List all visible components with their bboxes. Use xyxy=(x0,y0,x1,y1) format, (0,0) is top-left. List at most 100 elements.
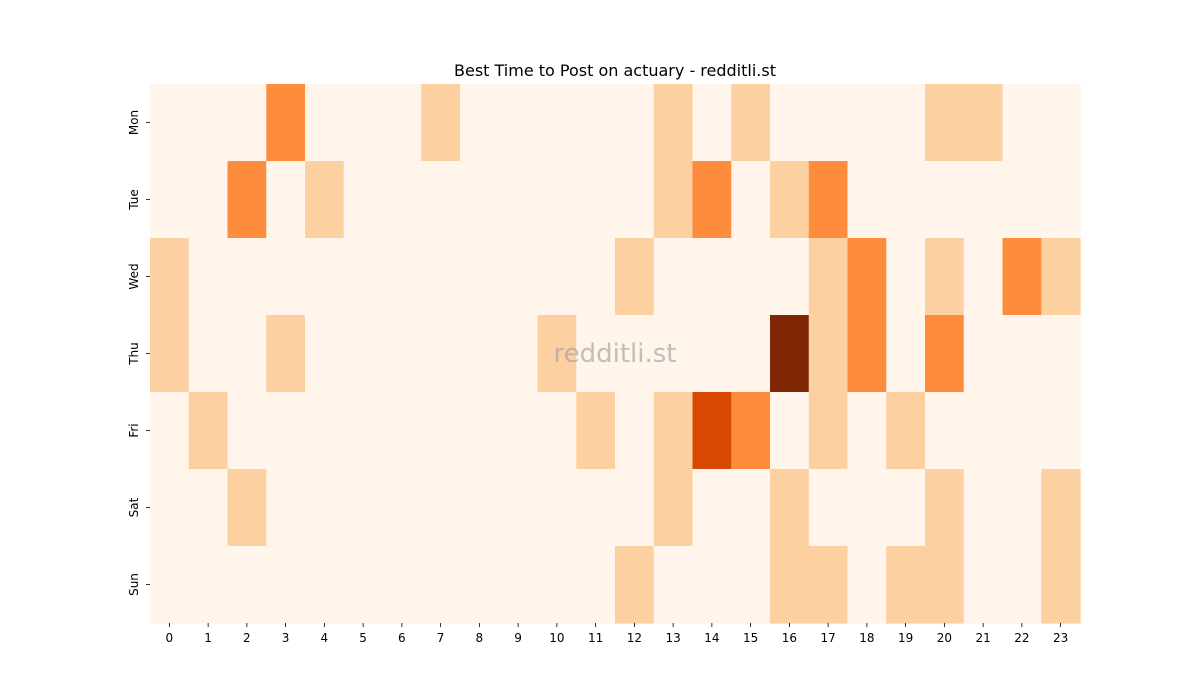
y-tick-label: Mon xyxy=(127,110,141,135)
heatmap-cell xyxy=(266,315,306,393)
heatmap-cell xyxy=(305,315,345,393)
heatmap-cell xyxy=(886,546,926,624)
heatmap-cell xyxy=(266,546,306,624)
heatmap-cell xyxy=(615,238,655,316)
x-tick-label: 15 xyxy=(743,631,758,645)
heatmap-cell xyxy=(576,315,616,393)
heatmap-cell xyxy=(460,392,500,470)
heatmap-cell xyxy=(266,392,306,470)
heatmap-cell xyxy=(1041,392,1081,470)
heatmap-cell xyxy=(460,315,500,393)
heatmap-cell xyxy=(731,546,771,624)
heatmap-cell xyxy=(382,546,422,624)
heatmap-cell xyxy=(460,469,500,547)
heatmap-cell xyxy=(770,546,810,624)
heatmap-cell xyxy=(808,84,849,162)
heatmap-cell xyxy=(498,84,539,162)
heatmap-cell xyxy=(808,392,849,470)
heatmap-cell xyxy=(576,546,616,624)
heatmap-cell xyxy=(382,238,422,316)
heatmap-cell xyxy=(343,546,384,624)
heatmap-cell xyxy=(731,392,771,470)
heatmap-cell xyxy=(963,546,1004,624)
heatmap-cell xyxy=(460,161,500,239)
heatmap-cell xyxy=(1002,392,1042,470)
heatmap-cell xyxy=(382,161,422,239)
heatmap-cell xyxy=(692,469,732,547)
x-tick-label: 16 xyxy=(782,631,797,645)
heatmap-cell xyxy=(382,469,422,547)
x-tick-label: 4 xyxy=(321,631,329,645)
heatmap-cell xyxy=(421,161,461,239)
heatmap-cell xyxy=(886,392,926,470)
heatmap-cell xyxy=(808,469,849,547)
y-tick-label: Fri xyxy=(127,423,141,437)
heatmap-cell xyxy=(886,469,926,547)
heatmap-cell xyxy=(537,161,577,239)
heatmap-cell xyxy=(227,238,267,316)
heatmap-cell xyxy=(576,238,616,316)
heatmap-cell xyxy=(150,315,190,393)
x-tick-label: 3 xyxy=(282,631,290,645)
heatmap-cell xyxy=(770,161,810,239)
heatmap-cell xyxy=(537,84,577,162)
heatmap-cell xyxy=(615,546,655,624)
heatmap-cell xyxy=(963,161,1004,239)
x-tick-label: 1 xyxy=(204,631,212,645)
heatmap-cell xyxy=(305,238,345,316)
heatmap-cell xyxy=(1041,238,1081,316)
heatmap-cell xyxy=(925,315,965,393)
chart-title: Best Time to Post on actuary - redditli.… xyxy=(454,61,776,80)
heatmap-cell xyxy=(1002,315,1042,393)
heatmap-cell xyxy=(925,469,965,547)
y-tick-label: Thu xyxy=(127,342,141,366)
heatmap-cell xyxy=(266,84,306,162)
x-tick-label: 5 xyxy=(359,631,367,645)
heatmap-cells xyxy=(150,84,1081,624)
heatmap-cell xyxy=(460,84,500,162)
x-tick-label: 9 xyxy=(514,631,522,645)
heatmap-cell xyxy=(963,238,1004,316)
heatmap-cell xyxy=(343,315,384,393)
heatmap-cell xyxy=(925,238,965,316)
heatmap-cell xyxy=(653,315,694,393)
heatmap-cell xyxy=(731,161,771,239)
x-tick-label: 0 xyxy=(166,631,174,645)
x-axis: 0 1 2 3 4 5 6 7 8 9 10 11 12 13 14 15 16 17 18 19 20 21 22 23 xyxy=(166,623,1068,645)
heatmap-cell xyxy=(188,161,229,239)
heatmap-cell xyxy=(808,546,849,624)
heatmap-cell xyxy=(847,392,887,470)
heatmap-cell xyxy=(343,392,384,470)
heatmap-cell xyxy=(498,315,539,393)
heatmap-cell xyxy=(808,315,849,393)
heatmap-cell xyxy=(537,469,577,547)
x-tick-label: 21 xyxy=(975,631,990,645)
heatmap-cell xyxy=(847,161,887,239)
heatmap-cell xyxy=(343,84,384,162)
heatmap-cell xyxy=(1002,84,1042,162)
heatmap-cell xyxy=(150,392,190,470)
heatmap-cell xyxy=(770,238,810,316)
heatmap-cell xyxy=(615,84,655,162)
heatmap-cell xyxy=(227,315,267,393)
heatmap-cell xyxy=(460,238,500,316)
heatmap-cell xyxy=(963,315,1004,393)
heatmap-cell xyxy=(731,469,771,547)
x-tick-label: 11 xyxy=(588,631,603,645)
heatmap-cell xyxy=(150,84,190,162)
heatmap-cell xyxy=(770,392,810,470)
heatmap-cell xyxy=(421,84,461,162)
heatmap-cell xyxy=(227,84,267,162)
heatmap-cell xyxy=(188,84,229,162)
heatmap-cell xyxy=(305,392,345,470)
heatmap-cell xyxy=(188,546,229,624)
heatmap-cell xyxy=(653,84,694,162)
heatmap-cell xyxy=(188,238,229,316)
heatmap-cell xyxy=(615,392,655,470)
heatmap-cell xyxy=(537,315,577,393)
heatmap-cell xyxy=(576,84,616,162)
heatmap-cell xyxy=(188,315,229,393)
heatmap-cell xyxy=(692,315,732,393)
x-tick-label: 2 xyxy=(243,631,251,645)
heatmap-cell xyxy=(227,469,267,547)
